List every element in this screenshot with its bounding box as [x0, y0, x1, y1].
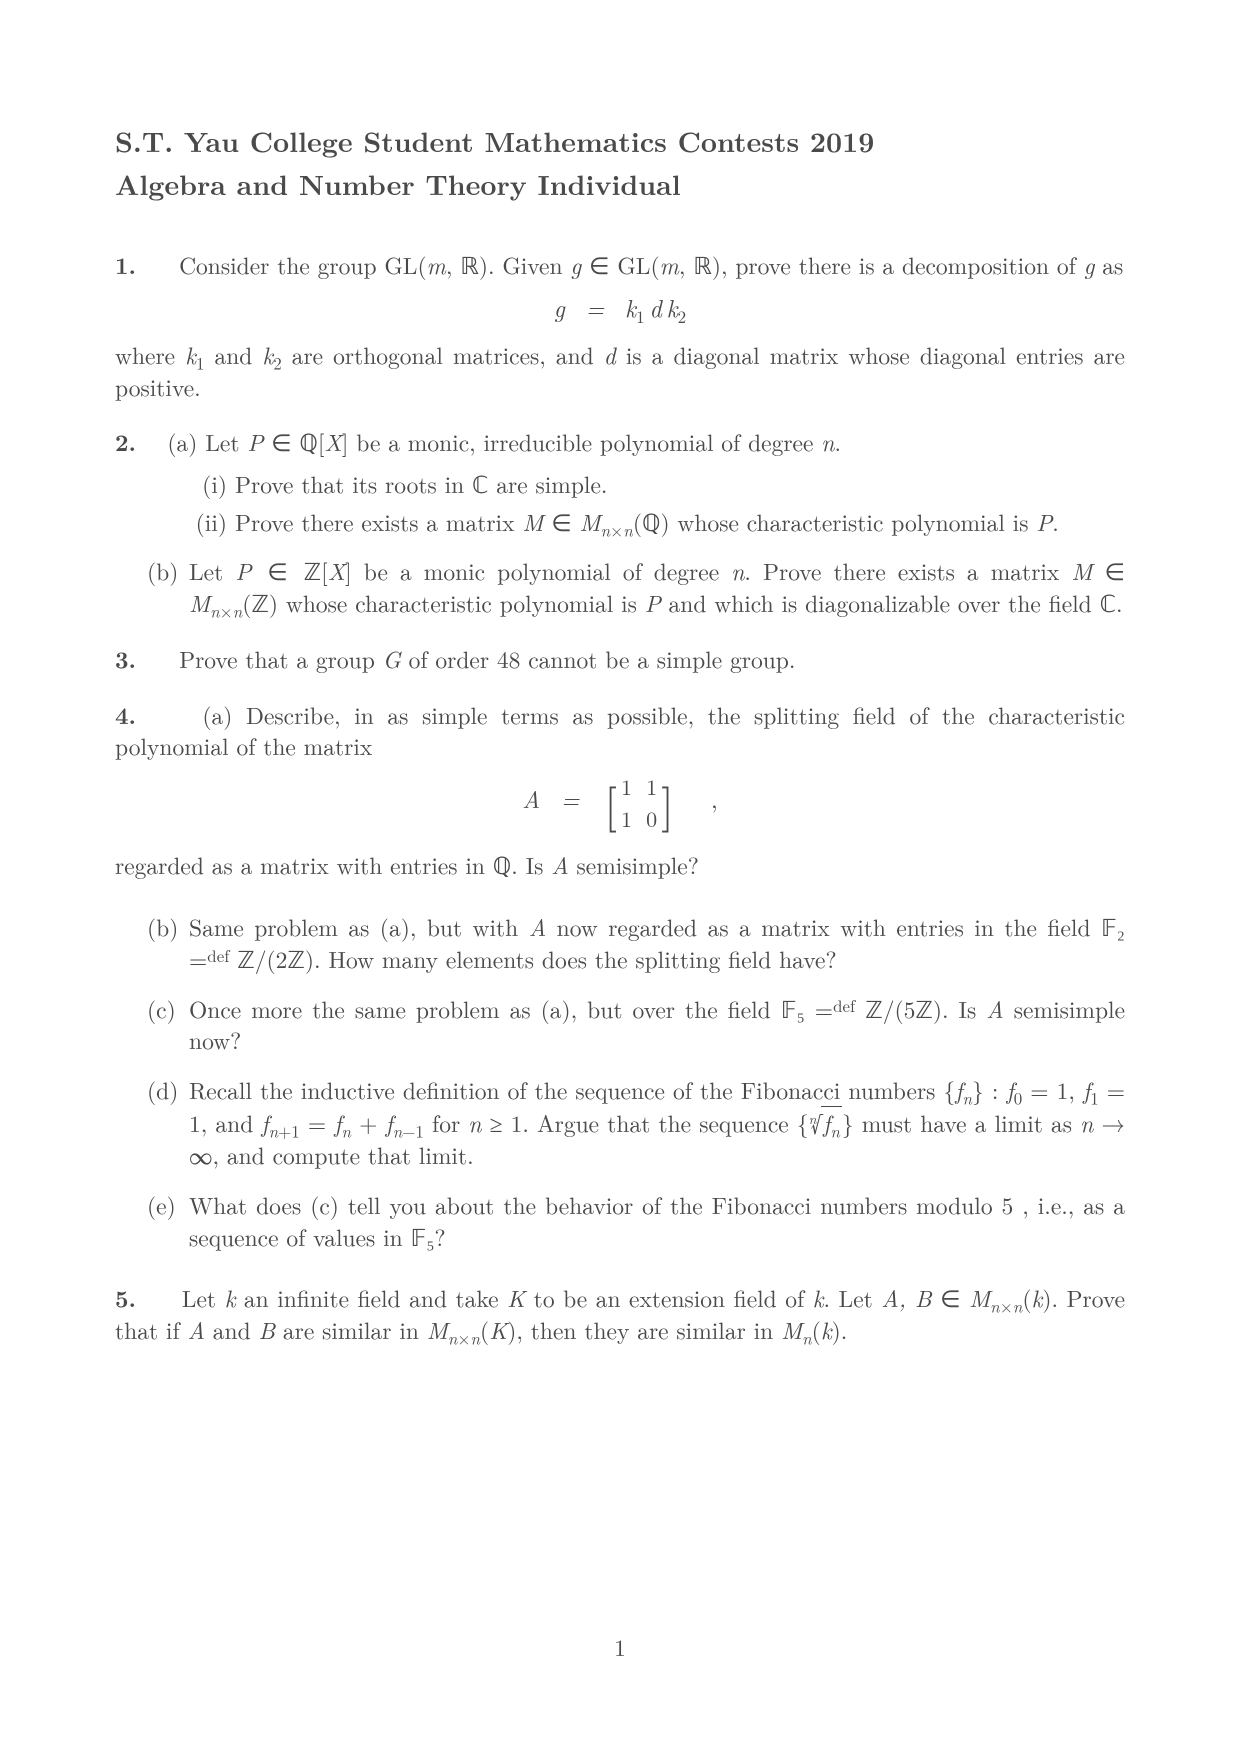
problem-2a-ii: (ii) Prove there exists a matrix M ∈ Mn×… — [185, 506, 1125, 538]
problem-number: 4. — [115, 697, 136, 731]
problem-1-tail: where k1 and k2 are orthogonal matrices,… — [115, 338, 1125, 403]
problem-2: 2. (a) Let P ∈ ℚ[X] be a monic, irreduci… — [115, 426, 1125, 619]
problem-2a: (a) Let P ∈ ℚ[X] be a monic, irreducible… — [167, 425, 841, 458]
problem-2a-i: (i) Prove that its roots in ℂ are simple… — [185, 468, 1125, 500]
problem-number: 3. — [115, 641, 136, 675]
problem-4a-lead: (a) Describe, in as simple terms as poss… — [115, 698, 1125, 763]
problem-4-matrix: A = [ 1 1 1 0 ] , — [115, 772, 1125, 833]
problem-2b: (b) Let P ∈ ℤ[X] be a monic polynomial o… — [147, 555, 1125, 618]
problem-1-equation: g = k1 d k2 — [115, 291, 1125, 323]
problem-3: 3. Prove that a group G of order 48 cann… — [115, 643, 1125, 675]
problem-4d: (d) Recall the inductive definition of t… — [147, 1074, 1125, 1171]
problem-number: 2. — [115, 424, 136, 458]
page: S.T. Yau College Student Mathematics Con… — [0, 0, 1240, 1755]
title-line-2: Algebra and Number Theory Individual — [115, 164, 681, 204]
title-line-1: S.T. Yau College Student Mathematics Con… — [115, 121, 874, 161]
problem-number: 1. — [115, 247, 136, 281]
problem-4e: (e) What does (c) tell you about the beh… — [147, 1189, 1125, 1252]
problem-2a-subitems: (i) Prove that its roots in ℂ are simple… — [185, 468, 1125, 537]
problem-4c: (c) Once more the same problem as (a), b… — [147, 993, 1125, 1056]
document-title: S.T. Yau College Student Mathematics Con… — [115, 120, 1125, 207]
problem-number: 5. — [115, 1280, 136, 1314]
problem-5: 5. Let k an infinite field and take K to… — [115, 1282, 1125, 1345]
problem-4a-tail: regarded as a matrix with entries in ℚ. … — [115, 848, 699, 881]
problem-4b: (b) Same problem as (a), but with A now … — [147, 911, 1125, 974]
problem-5-text: Let k an infinite field and take K to be… — [115, 1281, 1125, 1346]
problem-4: 4. (a) Describe, in as simple terms as p… — [115, 699, 1125, 1253]
problem-1-text: Consider the group GL(m, ℝ). Given g ∈ G… — [179, 248, 1123, 281]
problem-1: 1. Consider the group GL(m, ℝ). Given g … — [115, 249, 1125, 403]
page-number: 1 — [0, 1631, 1240, 1663]
